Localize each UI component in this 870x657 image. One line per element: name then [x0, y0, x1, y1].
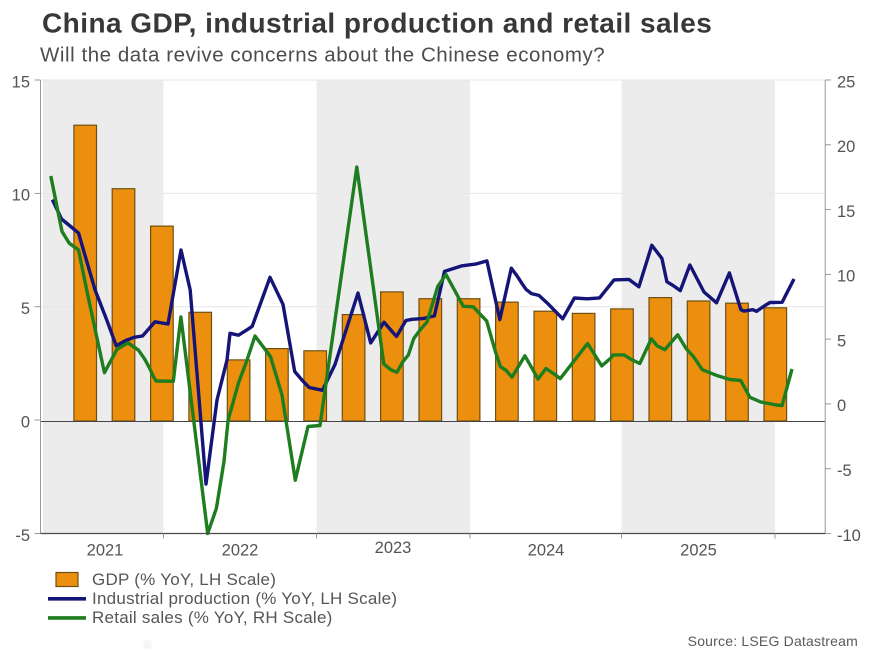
svg-text:0: 0	[837, 397, 846, 415]
svg-text:2024: 2024	[528, 542, 565, 560]
svg-text:25: 25	[837, 73, 855, 91]
svg-text:Will the data revive concerns: Will the data revive concerns about the …	[40, 44, 605, 67]
svg-text:-10: -10	[837, 527, 861, 545]
svg-text:2022: 2022	[222, 542, 259, 560]
svg-text:10: 10	[12, 187, 30, 205]
svg-text:Source: LSEG Datastream: Source: LSEG Datastream	[688, 633, 858, 649]
svg-text:5: 5	[837, 332, 846, 350]
svg-text:20: 20	[837, 138, 855, 156]
svg-text:China GDP, industrial producti: China GDP, industrial production and ret…	[42, 8, 712, 39]
svg-text:Retail sales (% YoY, RH Scale): Retail sales (% YoY, RH Scale)	[92, 608, 333, 627]
svg-text:-5: -5	[837, 462, 852, 480]
svg-text:2023: 2023	[375, 539, 412, 557]
svg-text:2025: 2025	[680, 542, 717, 560]
svg-text:15: 15	[837, 203, 855, 221]
svg-text:-5: -5	[15, 527, 30, 545]
svg-text:Industrial production (% YoY,: Industrial production (% YoY, LH Scale)	[92, 589, 397, 608]
svg-text:10: 10	[837, 268, 855, 286]
svg-text:5: 5	[21, 300, 30, 318]
svg-text:2021: 2021	[87, 542, 124, 560]
svg-text:GDP (% YoY, LH Scale): GDP (% YoY, LH Scale)	[92, 570, 276, 589]
svg-text:15: 15	[12, 73, 30, 91]
svg-text:0: 0	[21, 413, 30, 431]
